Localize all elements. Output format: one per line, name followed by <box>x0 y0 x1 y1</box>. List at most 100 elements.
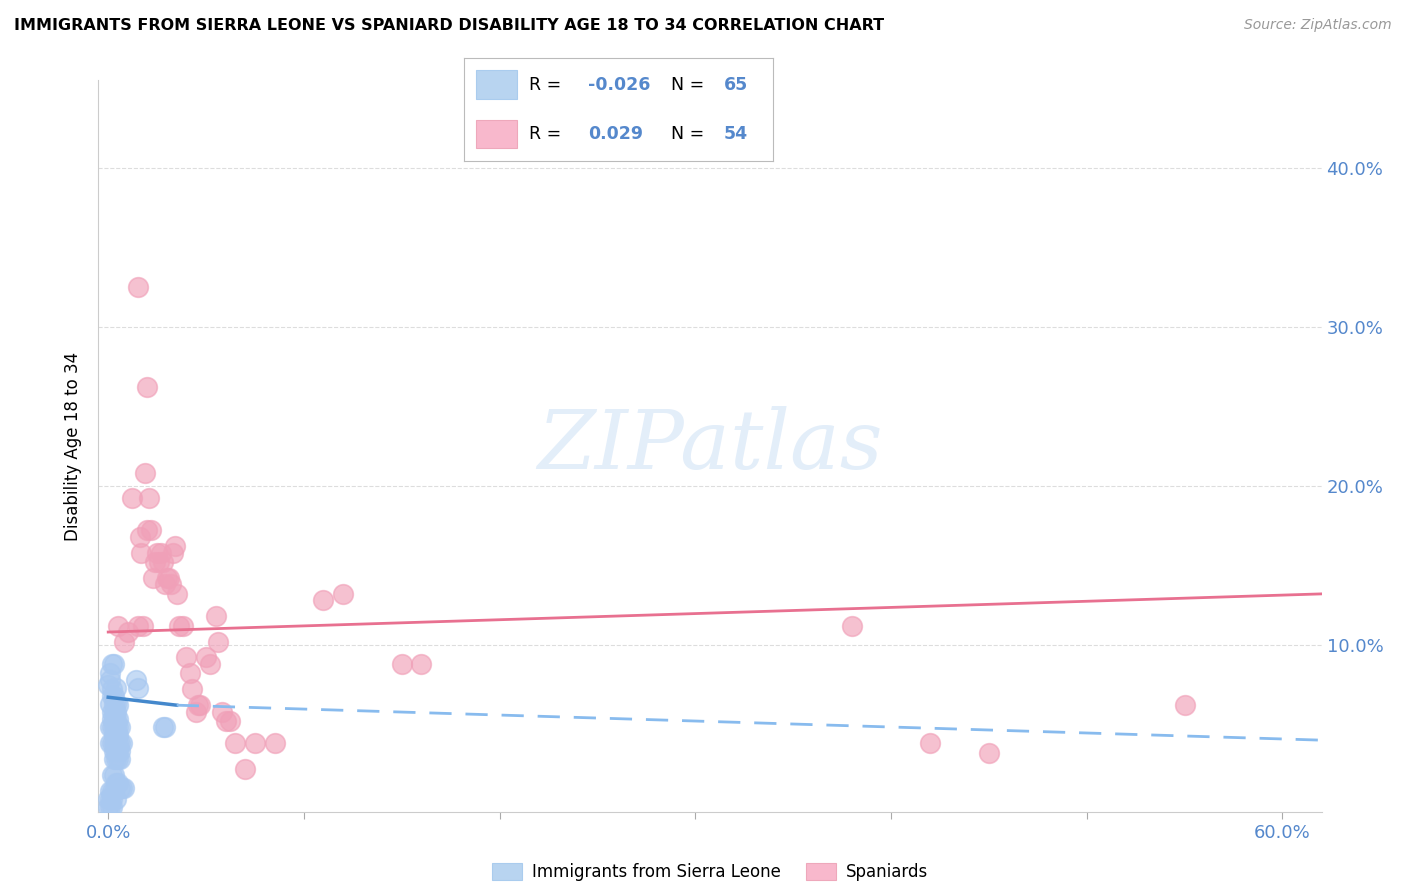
Point <box>101 800 124 814</box>
Point <box>111 780 134 795</box>
Point <box>103 697 125 711</box>
Point <box>105 697 128 711</box>
Point <box>103 728 125 742</box>
Point <box>312 593 335 607</box>
Text: IMMIGRANTS FROM SIERRA LEONE VS SPANIARD DISABILITY AGE 18 TO 34 CORRELATION CHA: IMMIGRANTS FROM SIERRA LEONE VS SPANIARD… <box>14 18 884 33</box>
Point <box>103 744 125 758</box>
Point <box>103 784 125 798</box>
Text: R =: R = <box>529 76 561 94</box>
Point <box>128 530 150 544</box>
Point <box>263 736 285 750</box>
Point <box>101 736 124 750</box>
Point <box>198 657 221 671</box>
Point <box>111 736 134 750</box>
Point <box>107 713 129 727</box>
Point <box>163 539 186 553</box>
Point <box>105 736 128 750</box>
Text: N =: N = <box>671 76 704 94</box>
Point <box>121 491 143 506</box>
Point <box>141 523 163 537</box>
Point <box>157 571 180 585</box>
Point <box>112 780 135 795</box>
Point <box>176 650 198 665</box>
Text: 54: 54 <box>724 125 748 143</box>
Point <box>187 698 209 713</box>
Point <box>920 736 942 750</box>
Point <box>166 587 188 601</box>
Point <box>179 666 201 681</box>
Point <box>186 705 208 719</box>
Point <box>205 609 228 624</box>
Point <box>224 736 246 750</box>
Point <box>103 721 125 735</box>
Point <box>233 762 256 776</box>
Point <box>181 682 204 697</box>
Point <box>101 768 124 782</box>
Point <box>107 728 129 742</box>
Point <box>101 705 124 719</box>
Point <box>243 736 266 750</box>
Point <box>97 800 120 814</box>
Point <box>98 784 121 798</box>
Point <box>107 698 129 713</box>
Point <box>101 682 124 697</box>
Point <box>103 713 125 727</box>
Point <box>117 625 139 640</box>
Point <box>103 768 125 782</box>
Text: 0.029: 0.029 <box>588 125 643 143</box>
Point <box>101 784 124 798</box>
Point <box>103 657 125 671</box>
Point <box>108 752 131 766</box>
Point <box>97 792 120 806</box>
Point <box>977 746 1000 760</box>
Text: 65: 65 <box>724 76 748 94</box>
Point <box>218 714 240 728</box>
Point <box>136 523 159 537</box>
Text: ZIPatlas: ZIPatlas <box>537 406 883 486</box>
Point <box>98 697 121 711</box>
Point <box>127 681 149 695</box>
Point <box>1174 698 1197 713</box>
Point <box>107 618 129 632</box>
Point <box>160 577 183 591</box>
Point <box>105 713 128 727</box>
Point <box>108 744 131 758</box>
Text: N =: N = <box>671 125 704 143</box>
Point <box>172 618 194 632</box>
Point <box>105 792 128 806</box>
Point <box>101 721 124 735</box>
Point <box>332 587 354 601</box>
Point <box>148 555 170 569</box>
Point <box>107 721 129 735</box>
Point <box>107 752 129 766</box>
Text: Source: ZipAtlas.com: Source: ZipAtlas.com <box>1244 18 1392 32</box>
Y-axis label: Disability Age 18 to 34: Disability Age 18 to 34 <box>65 351 83 541</box>
Point <box>195 650 218 665</box>
Point <box>841 618 863 632</box>
Point <box>101 792 124 806</box>
Point <box>101 689 124 703</box>
Point <box>98 673 121 687</box>
Point <box>103 689 125 703</box>
Point <box>105 776 128 790</box>
Point <box>101 713 124 727</box>
Point <box>207 634 229 648</box>
Point <box>108 721 131 735</box>
FancyBboxPatch shape <box>477 70 516 99</box>
Point <box>101 657 124 671</box>
Point <box>150 545 173 559</box>
Point <box>214 714 236 728</box>
Point <box>98 666 121 681</box>
Point <box>105 744 128 758</box>
Point <box>98 721 121 735</box>
Point <box>124 673 146 687</box>
Point <box>142 571 165 585</box>
Point <box>107 736 129 750</box>
Point <box>167 618 190 632</box>
Point <box>136 380 159 394</box>
Point <box>188 698 211 713</box>
Point <box>107 744 129 758</box>
Legend: Immigrants from Sierra Leone, Spaniards: Immigrants from Sierra Leone, Spaniards <box>485 856 935 888</box>
Point <box>391 657 413 671</box>
Point <box>127 280 149 294</box>
